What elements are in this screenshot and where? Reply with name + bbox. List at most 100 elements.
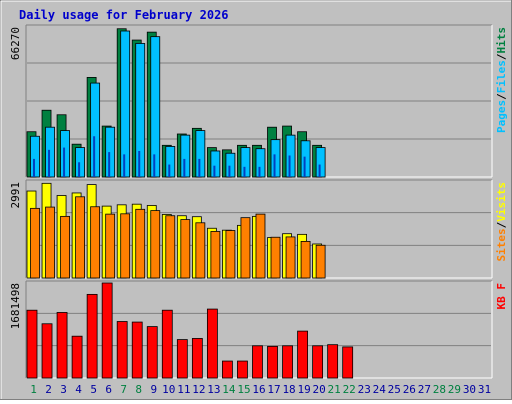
bar-kbytes bbox=[131, 321, 143, 379]
x-tick-label: 17 bbox=[267, 383, 280, 396]
bar-kbytes bbox=[116, 321, 128, 379]
bar-pages bbox=[48, 149, 51, 177]
bar-files bbox=[255, 148, 266, 178]
x-tick-label: 22 bbox=[343, 383, 356, 396]
bar-pages bbox=[138, 150, 141, 177]
x-tick-label: 10 bbox=[162, 383, 175, 396]
bar-sites bbox=[90, 206, 101, 279]
legend-label-part: Hits bbox=[495, 27, 508, 54]
bar-kbytes bbox=[297, 330, 308, 379]
legend-label-part: / bbox=[495, 221, 508, 228]
legend-label-part: F bbox=[495, 283, 508, 290]
bar-sites bbox=[210, 231, 221, 279]
panel-legend-label: Pages/Files/Hits bbox=[495, 27, 508, 133]
bar-kbytes bbox=[146, 326, 158, 379]
legend-label-part: Sites bbox=[495, 228, 508, 261]
bar-kbytes bbox=[282, 345, 293, 379]
bar-kbytes bbox=[252, 345, 263, 379]
bar-kbytes bbox=[161, 309, 173, 379]
bar-sites bbox=[105, 213, 116, 279]
bar-kbytes bbox=[56, 312, 68, 379]
panel-max-label: 2991 bbox=[9, 182, 22, 209]
x-tick-label: 18 bbox=[282, 383, 295, 396]
x-tick-label: 9 bbox=[150, 383, 157, 396]
x-axis-day-labels: 1 2 3 4 5 6 7 8 9 10 11 12 13 14 15 16 17 18 19 20 21 22 23 24 2… bbox=[30, 383, 491, 396]
bar-sites bbox=[300, 241, 311, 279]
panel-visitors: 2991 Sites/Visits bbox=[9, 179, 508, 279]
legend-label-part: KB bbox=[495, 296, 508, 310]
bar-pages bbox=[228, 165, 231, 177]
x-tick-label: 8 bbox=[135, 383, 142, 396]
x-tick-label: 4 bbox=[75, 383, 82, 396]
x-tick-label: 14 bbox=[222, 383, 236, 396]
bar-pages bbox=[213, 165, 216, 177]
legend-label-part: Visits bbox=[495, 182, 508, 222]
x-tick-label: 30 bbox=[463, 383, 476, 396]
bar-sites bbox=[60, 215, 70, 279]
x-tick-label: 6 bbox=[105, 383, 112, 396]
bar-pages bbox=[168, 164, 171, 177]
bar-pages bbox=[63, 147, 66, 177]
x-tick-label: 25 bbox=[388, 383, 401, 396]
bar-pages bbox=[303, 156, 306, 177]
x-tick-label: 2 bbox=[45, 383, 52, 396]
x-tick-label: 1 bbox=[30, 383, 37, 396]
bar-pages bbox=[108, 152, 111, 177]
bar-kbytes bbox=[267, 345, 278, 379]
bar-pages bbox=[93, 136, 96, 177]
x-tick-label: 21 bbox=[328, 383, 341, 396]
bar-kbytes bbox=[327, 344, 339, 379]
x-tick-label: 3 bbox=[60, 383, 67, 396]
bar-sites bbox=[225, 230, 236, 279]
bar-sites bbox=[285, 236, 296, 279]
x-tick-label: 7 bbox=[120, 383, 127, 396]
bar-sites bbox=[180, 219, 191, 279]
bar-kbytes bbox=[41, 323, 53, 379]
x-tick-label: 24 bbox=[373, 383, 387, 396]
chart-title: Daily usage for February 2026 bbox=[19, 8, 229, 22]
legend-label-part: / bbox=[495, 53, 508, 60]
bar-sites bbox=[45, 206, 55, 279]
bar-kbytes bbox=[237, 360, 248, 379]
bar-pages bbox=[288, 155, 291, 177]
bar-kbytes bbox=[342, 346, 354, 379]
bar-pages bbox=[318, 164, 321, 177]
x-tick-label: 16 bbox=[252, 383, 265, 396]
bar-sites bbox=[270, 236, 281, 279]
panel-legend-label: KB F bbox=[495, 283, 508, 310]
bar-kbytes bbox=[176, 339, 188, 379]
bar-kbytes bbox=[206, 308, 218, 379]
bar-pages bbox=[198, 158, 201, 177]
bar-sites bbox=[165, 215, 176, 279]
bar-pages bbox=[183, 158, 186, 177]
bar-pages bbox=[33, 158, 35, 177]
bar-kbytes bbox=[86, 293, 98, 379]
chart-panels: 66270Pages/Files/Hits2991Sites/Visits168… bbox=[9, 24, 508, 379]
bar-pages bbox=[123, 154, 126, 177]
bar-kbytes bbox=[312, 345, 324, 379]
bar-kbytes bbox=[222, 360, 233, 379]
x-tick-label: 28 bbox=[433, 383, 446, 396]
bar-kbytes bbox=[26, 309, 38, 379]
bar-pages bbox=[153, 154, 156, 177]
bar-kbytes bbox=[191, 338, 203, 379]
panel-max-label: 66270 bbox=[9, 27, 22, 60]
bar-pages bbox=[243, 166, 246, 177]
bar-sites bbox=[255, 213, 266, 279]
panel-max-label: 1681498 bbox=[9, 283, 22, 329]
x-tick-label: 26 bbox=[403, 383, 416, 396]
bar-sites bbox=[75, 196, 85, 279]
bar-sites bbox=[195, 222, 206, 279]
legend-label-part: Pages bbox=[495, 100, 508, 133]
bar-kbytes bbox=[101, 282, 113, 379]
legend-label-part: Files bbox=[495, 60, 508, 93]
bar-sites bbox=[120, 213, 131, 279]
bar-kbytes bbox=[71, 335, 83, 379]
bar-pages bbox=[273, 154, 276, 177]
x-tick-label: 11 bbox=[177, 383, 190, 396]
x-tick-label: 27 bbox=[418, 383, 431, 396]
x-tick-label: 31 bbox=[478, 383, 491, 396]
